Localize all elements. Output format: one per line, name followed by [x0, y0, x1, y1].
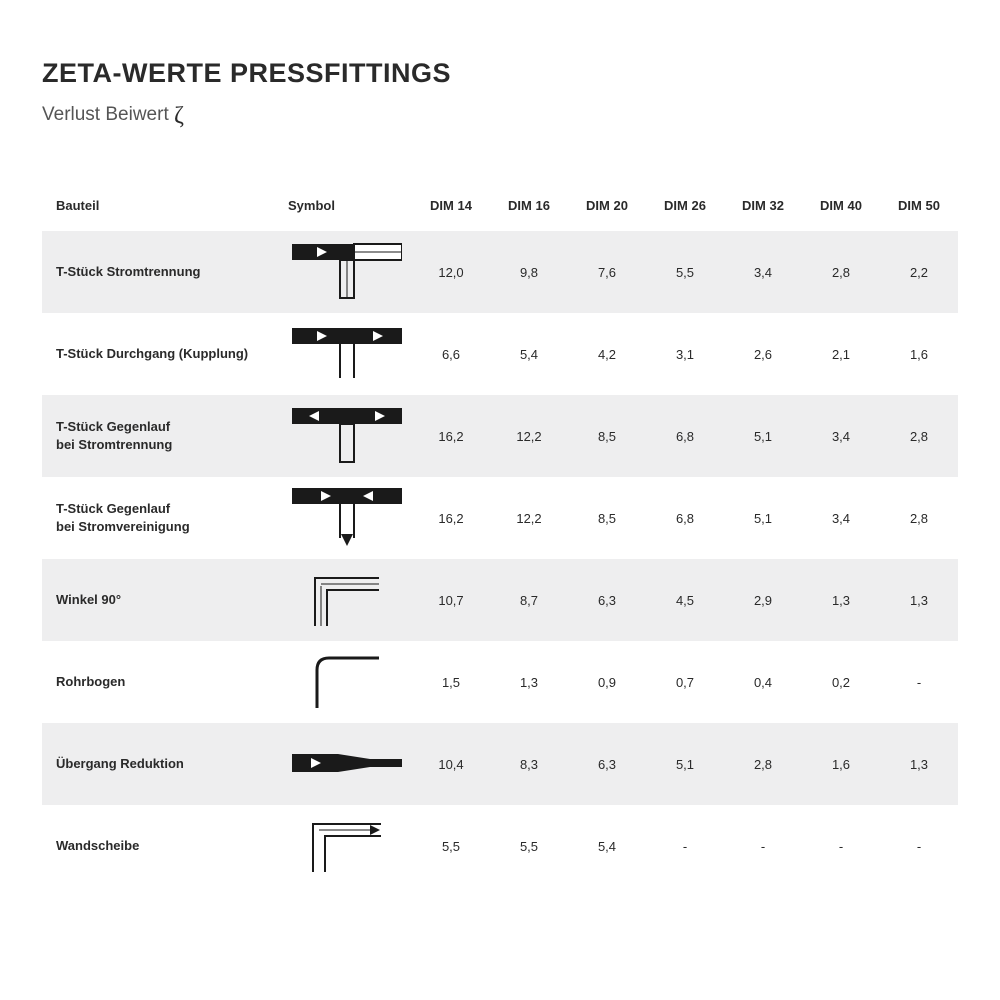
cell-value: 2,8 [802, 231, 880, 313]
cell-value: 1,3 [880, 559, 958, 641]
cell-value: 0,2 [802, 641, 880, 723]
cell-value: 1,3 [490, 641, 568, 723]
cell-value: 5,4 [490, 313, 568, 395]
bend-icon [282, 641, 412, 723]
cell-value: 12,0 [412, 231, 490, 313]
cell-bauteil: Winkel 90° [42, 559, 282, 641]
cell-bauteil: T-Stück Durchgang (Kupplung) [42, 313, 282, 395]
cell-value: 2,8 [880, 477, 958, 559]
cell-value: 8,5 [568, 477, 646, 559]
col-header-dim: DIM 16 [490, 188, 568, 231]
table-row: Übergang Reduktion 10,48,36,35,12,81,61,… [42, 723, 958, 805]
elbow-icon [282, 559, 412, 641]
cell-bauteil: Rohrbogen [42, 641, 282, 723]
cell-value: 4,5 [646, 559, 724, 641]
cell-bauteil: Übergang Reduktion [42, 723, 282, 805]
cell-value: 5,4 [568, 805, 646, 887]
zeta-symbol: ζ [174, 103, 184, 130]
cell-value: 2,1 [802, 313, 880, 395]
table-row: T-Stück Durchgang (Kupplung) 6,65,44,23,… [42, 313, 958, 395]
cell-value: 2,9 [724, 559, 802, 641]
cell-bauteil: Wandscheibe [42, 805, 282, 887]
cell-value: 8,3 [490, 723, 568, 805]
cell-bauteil: T-Stück Gegenlaufbei Stromvereinigung [42, 477, 282, 559]
table-header-row: Bauteil Symbol DIM 14 DIM 16 DIM 20 DIM … [42, 188, 958, 231]
cell-value: - [724, 805, 802, 887]
page-title: ZETA-WERTE PRESSFITTINGS [42, 58, 958, 89]
cell-value: - [880, 641, 958, 723]
cell-value: 3,4 [724, 231, 802, 313]
page-subtitle: Verlust Beiwert ζ [42, 103, 958, 130]
table-row: T-Stück Gegenlaufbei Stromtrennung 16,212… [42, 395, 958, 477]
cell-value: 16,2 [412, 395, 490, 477]
cell-bauteil: T-Stück Gegenlaufbei Stromtrennung [42, 395, 282, 477]
cell-value: 3,4 [802, 477, 880, 559]
cell-value: 0,4 [724, 641, 802, 723]
table-row: T-Stück Stromtrennung 12,09,87,65,53,42,… [42, 231, 958, 313]
cell-value: 16,2 [412, 477, 490, 559]
cell-value: 2,2 [880, 231, 958, 313]
cell-value: 1,3 [802, 559, 880, 641]
cell-value: - [646, 805, 724, 887]
col-header-bauteil: Bauteil [42, 188, 282, 231]
zeta-table: Bauteil Symbol DIM 14 DIM 16 DIM 20 DIM … [42, 188, 958, 887]
cell-value: 10,4 [412, 723, 490, 805]
wall-icon [282, 805, 412, 887]
cell-value: 5,5 [646, 231, 724, 313]
cell-value: 5,1 [724, 477, 802, 559]
cell-value: 7,6 [568, 231, 646, 313]
cell-value: 9,8 [490, 231, 568, 313]
col-header-dim: DIM 50 [880, 188, 958, 231]
col-header-dim: DIM 40 [802, 188, 880, 231]
cell-value: 1,5 [412, 641, 490, 723]
cell-value: 5,1 [724, 395, 802, 477]
cell-value: 0,9 [568, 641, 646, 723]
cell-value: 2,8 [880, 395, 958, 477]
table-row: Winkel 90° 10,78,76,34,52,91,31,3 [42, 559, 958, 641]
cell-value: 0,7 [646, 641, 724, 723]
cell-value: 2,8 [724, 723, 802, 805]
reducer-icon [282, 723, 412, 805]
cell-value: 6,8 [646, 395, 724, 477]
cell-value: 3,4 [802, 395, 880, 477]
tee-opp-sep-icon [282, 395, 412, 477]
cell-value: 6,8 [646, 477, 724, 559]
cell-value: 12,2 [490, 395, 568, 477]
col-header-symbol: Symbol [282, 188, 412, 231]
cell-value: 3,1 [646, 313, 724, 395]
tee-opp-join-icon [282, 477, 412, 559]
cell-value: 5,5 [490, 805, 568, 887]
tee-sep-icon [282, 231, 412, 313]
cell-value: 1,3 [880, 723, 958, 805]
cell-value: 1,6 [880, 313, 958, 395]
col-header-dim: DIM 26 [646, 188, 724, 231]
cell-value: 1,6 [802, 723, 880, 805]
table-row: Rohrbogen 1,51,30,90,70,40,2- [42, 641, 958, 723]
cell-value: - [802, 805, 880, 887]
table-row: T-Stück Gegenlaufbei Stromvereinigung 16… [42, 477, 958, 559]
cell-value: - [880, 805, 958, 887]
cell-bauteil: T-Stück Stromtrennung [42, 231, 282, 313]
cell-value: 6,3 [568, 723, 646, 805]
tee-thru-icon [282, 313, 412, 395]
cell-value: 8,7 [490, 559, 568, 641]
cell-value: 4,2 [568, 313, 646, 395]
col-header-dim: DIM 14 [412, 188, 490, 231]
table-row: Wandscheibe 5,55,55,4---- [42, 805, 958, 887]
col-header-dim: DIM 32 [724, 188, 802, 231]
cell-value: 8,5 [568, 395, 646, 477]
cell-value: 12,2 [490, 477, 568, 559]
cell-value: 10,7 [412, 559, 490, 641]
cell-value: 2,6 [724, 313, 802, 395]
subtitle-text: Verlust Beiwert [42, 104, 174, 125]
cell-value: 6,6 [412, 313, 490, 395]
cell-value: 5,1 [646, 723, 724, 805]
col-header-dim: DIM 20 [568, 188, 646, 231]
cell-value: 6,3 [568, 559, 646, 641]
cell-value: 5,5 [412, 805, 490, 887]
